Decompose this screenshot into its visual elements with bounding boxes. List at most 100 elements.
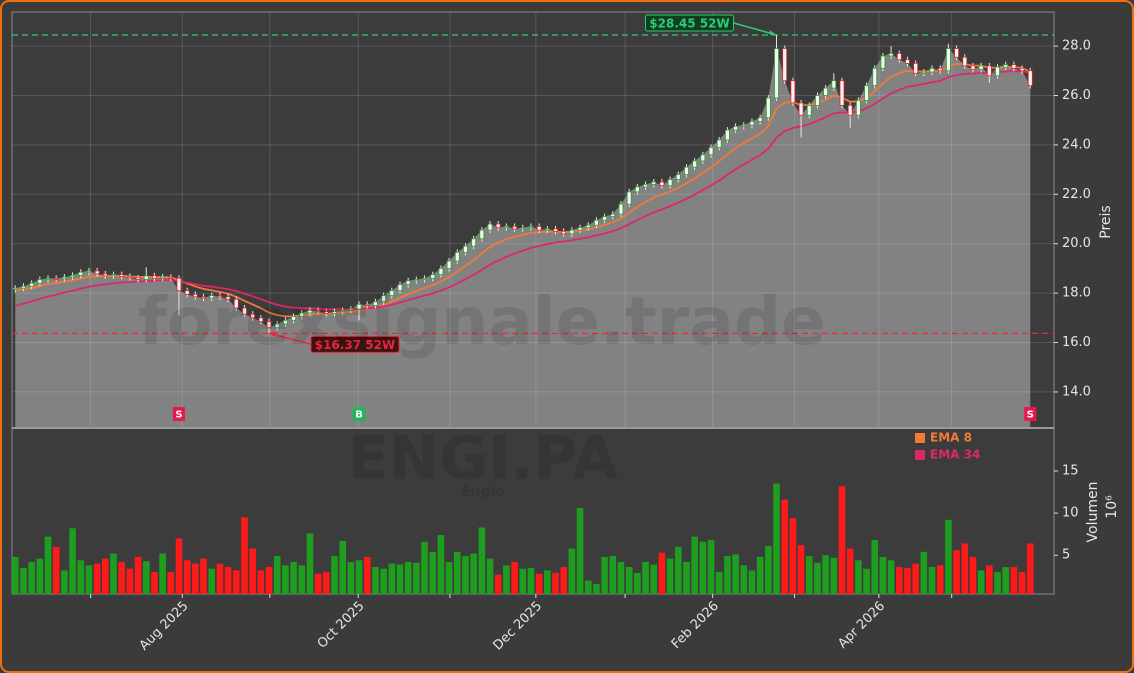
volume-bar [183, 560, 191, 594]
volume-bar [347, 561, 355, 594]
volume-bar [52, 546, 60, 594]
candle-body [790, 80, 796, 104]
ema-line [15, 70, 1031, 311]
volume-bar [102, 558, 109, 594]
candle-body [233, 298, 239, 309]
candle-body [831, 80, 837, 89]
legend-swatch [915, 433, 925, 443]
candle-body [94, 270, 100, 275]
candle-body [119, 274, 125, 277]
candle-body [594, 219, 599, 226]
candle-body [585, 224, 591, 229]
candle-body [986, 65, 992, 77]
signal-marker [353, 407, 366, 421]
candle-body [364, 303, 370, 306]
volume-bar [634, 572, 641, 594]
candle-body [569, 229, 575, 235]
candle-body [381, 295, 387, 303]
candle-body [823, 87, 829, 96]
candle-body [53, 277, 59, 280]
volume-bar [994, 572, 1001, 594]
candle-body [495, 223, 501, 229]
candle-body [143, 275, 149, 280]
annotation-box [645, 14, 735, 32]
candle-body [258, 317, 264, 322]
volume-bar [355, 560, 363, 594]
volume-bar [912, 563, 919, 594]
volume-bar [625, 567, 633, 594]
volume-bar [920, 551, 928, 594]
annotation-label: $16.37 52W [315, 338, 395, 352]
candle-body [626, 191, 632, 205]
y-tick-label: 26.0 [1062, 88, 1091, 103]
volume-bar [494, 574, 502, 594]
volume-bar [953, 550, 960, 594]
symbol-watermark: ENGI.PA [348, 424, 619, 494]
candle-body [921, 71, 927, 74]
volume-bar [699, 541, 707, 594]
volume-axis-label: Volumen [1085, 482, 1101, 543]
volume-bar [765, 545, 772, 594]
volume-bar [838, 486, 846, 594]
candle-body [503, 226, 509, 229]
volume-bar [805, 556, 813, 594]
candle-body [782, 48, 788, 82]
annotation-arrow [268, 332, 313, 346]
candle-body [520, 227, 526, 230]
y-tick-label: 14.0 [1062, 384, 1091, 399]
volume-bar [519, 568, 527, 594]
volume-bar [282, 565, 289, 594]
volume-bar [118, 561, 125, 594]
candle-body [160, 276, 166, 279]
candle-body [12, 287, 18, 290]
candle-body [209, 295, 215, 299]
candle-body [675, 174, 681, 180]
candle-body [659, 181, 665, 187]
volume-bar [715, 572, 723, 594]
volume-bar [846, 548, 854, 594]
candle-body [512, 226, 517, 230]
arrow-head [769, 29, 777, 35]
y-tick-label: 24.0 [1062, 137, 1091, 152]
volume-bar [175, 538, 183, 594]
volume-bar [437, 535, 445, 594]
arrow-head [269, 331, 277, 337]
candle-body [692, 160, 698, 168]
candle-body [454, 251, 460, 262]
volume-bar [707, 540, 715, 594]
candle-body [1003, 64, 1009, 68]
candle-body [397, 284, 403, 292]
volume-bar [601, 556, 608, 594]
candle-body [307, 310, 313, 314]
volume-bar [830, 557, 838, 594]
volume-bar [462, 556, 469, 594]
volume-bar [822, 555, 829, 594]
name-watermark: Engie [461, 484, 505, 500]
volume-bar [85, 565, 93, 594]
candle-body [946, 48, 951, 72]
volume-bar [617, 561, 625, 594]
volume-bar [339, 540, 346, 594]
volume-bar [216, 563, 224, 594]
volume-bar [249, 548, 256, 594]
candle-body [78, 271, 84, 276]
volume-bar [781, 499, 789, 594]
candle-body [700, 154, 706, 162]
candle-body [962, 56, 968, 67]
volume-bar [904, 567, 911, 594]
volume-bar [503, 565, 510, 594]
volume-bar [756, 556, 764, 594]
volume-bar [609, 556, 617, 594]
candle-body [651, 181, 657, 185]
volume-bar [535, 573, 543, 594]
y-axis-label: Preis [1098, 205, 1114, 238]
volume-bar [478, 527, 486, 594]
volume-bar [323, 572, 330, 594]
volume-bar [658, 552, 666, 594]
candle-body [1019, 67, 1025, 72]
volume-bar [674, 546, 682, 594]
signal-label: S [1027, 410, 1034, 421]
candle-body [21, 285, 26, 289]
candle-body [929, 67, 935, 73]
y-tick-label: 18.0 [1062, 286, 1091, 301]
